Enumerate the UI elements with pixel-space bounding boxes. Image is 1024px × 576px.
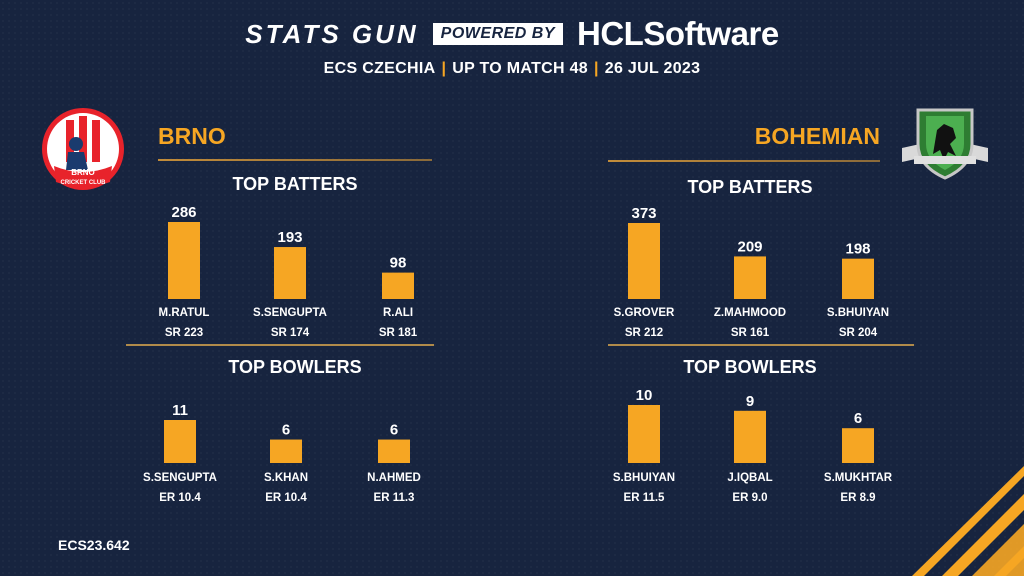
bar [168,222,200,299]
value-label: 6 [854,410,862,427]
player-rate: ER 10.4 [265,492,307,504]
player-name: Z.MAHMOOD [714,307,786,319]
stats-gun-logo: STATS GUN [245,18,419,49]
value-label: 98 [390,255,407,272]
header: STATS GUN POWERED BY HCLSoftware ECS CZE… [0,14,1024,78]
player-rate: ER 9.0 [732,492,767,504]
bar [628,405,660,463]
player-name: S.BHUIYAN [827,307,889,319]
player-rate: SR 223 [165,327,203,339]
team-rule-brno [158,159,432,161]
player-rate: ER 10.4 [159,492,201,504]
decorative-corner-stripes [912,466,1024,576]
bar [382,272,414,299]
subtitle: ECS CZECHIA | UP TO MATCH 48 | 26 JUL 2023 [0,60,1024,78]
value-label: 209 [737,238,762,255]
player-rate: SR 161 [731,327,770,339]
value-label: 11 [172,402,188,419]
team-rule-bohemian [608,160,880,162]
date: 26 JUL 2023 [604,60,701,77]
value-label: 198 [845,241,870,258]
brno-cricket-club-crest-icon: BRNO CRICKET CLUB [42,108,124,190]
bar [734,256,766,299]
bar [628,223,660,299]
value-label: 6 [390,422,398,439]
player-name: R.ALI [383,307,413,319]
chart-bohemian-top-batters: 373 S.GROVER SR 212 209 Z.MAHMOOD SR 161 198 S.… [614,205,889,339]
value-label: 373 [631,205,656,222]
bar [270,439,302,463]
brand-row: STATS GUN POWERED BY HCLSoftware [0,14,1024,54]
separator: | [594,60,599,77]
value-label: 6 [282,422,290,439]
divider-bohemian [608,344,914,346]
bar [164,420,196,463]
section-title-bohemian-bowlers: TOP BOWLERS [683,357,817,377]
team-name-brno: BRNO [158,123,226,149]
player-rate: SR 181 [379,327,418,339]
brno-logo-text: BRNO [71,168,95,177]
player-rate: ER 11.5 [624,492,666,504]
chart-brno-top-batters: 286 M.RATUL SR 223 193 S.SENGUPTA SR 174 98 R.A… [159,204,418,339]
match-range: UP TO MATCH 48 [452,60,588,77]
value-label: 193 [277,229,302,246]
player-name: M.RATUL [159,307,210,319]
player-name: J.IQBAL [727,472,772,484]
value-label: 10 [636,387,653,404]
player-name: S.MUKHTAR [824,472,893,484]
brno-logo-subtext: CRICKET CLUB [61,180,107,186]
player-name: S.SENGUPTA [143,472,217,484]
bar [734,410,766,463]
separator: | [441,60,447,77]
bar [378,439,410,463]
player-rate: SR 174 [271,327,310,339]
player-rate: ER 11.3 [374,492,415,504]
section-title-bohemian-batters: TOP BATTERS [687,177,813,197]
player-name: S.KHAN [264,472,308,484]
sponsor-logo: HCLSoftware [577,15,779,52]
player-name: S.BHUIYAN [613,472,675,484]
bohemian-cricket-club-shield-icon [902,108,988,180]
bar [842,428,874,463]
graphic-code: ECS23.642 [58,537,130,553]
player-rate: SR 212 [625,327,663,339]
value-label: 9 [746,393,754,410]
player-name: S.SENGUPTA [253,307,327,319]
section-title-brno-bowlers: TOP BOWLERS [228,357,362,377]
value-label: 286 [171,204,196,221]
competition-name: ECS CZECHIA [323,60,436,77]
chart-brno-top-bowlers: 11 S.SENGUPTA ER 10.4 6 S.KHAN ER 10.4 6 N.AHME… [143,402,421,504]
bar [842,258,874,299]
divider-brno [126,344,434,346]
player-rate: ER 8.9 [840,492,875,504]
bar [274,247,306,299]
player-name: N.AHMED [367,472,421,484]
section-title-brno-batters: TOP BATTERS [232,174,358,194]
player-name: S.GROVER [614,307,675,319]
chart-bohemian-top-bowlers: 10 S.BHUIYAN ER 11.5 9 J.IQBAL ER 9.0 6 S.MUKHT… [613,387,893,504]
powered-by-badge: POWERED BY [432,23,564,45]
team-name-bohemian: BOHEMIAN [754,123,880,149]
player-rate: SR 204 [839,327,878,339]
